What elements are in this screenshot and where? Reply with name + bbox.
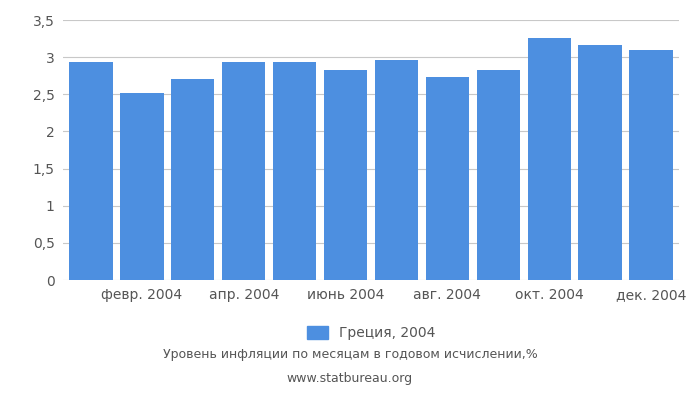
Bar	[426, 77, 469, 280]
Bar	[69, 62, 113, 280]
Text: www.statbureau.org: www.statbureau.org	[287, 372, 413, 385]
Bar	[172, 79, 214, 280]
Text: Уровень инфляции по месяцам в годовом исчислении,%: Уровень инфляции по месяцам в годовом ис…	[162, 348, 538, 361]
Bar	[120, 93, 164, 280]
Bar	[324, 70, 368, 280]
Bar	[528, 38, 570, 280]
Bar	[273, 62, 316, 280]
Bar	[477, 70, 520, 280]
Bar	[629, 50, 673, 280]
Bar	[578, 45, 622, 280]
Bar	[374, 60, 418, 280]
Bar	[222, 62, 265, 280]
Legend: Греция, 2004: Греция, 2004	[301, 321, 441, 346]
